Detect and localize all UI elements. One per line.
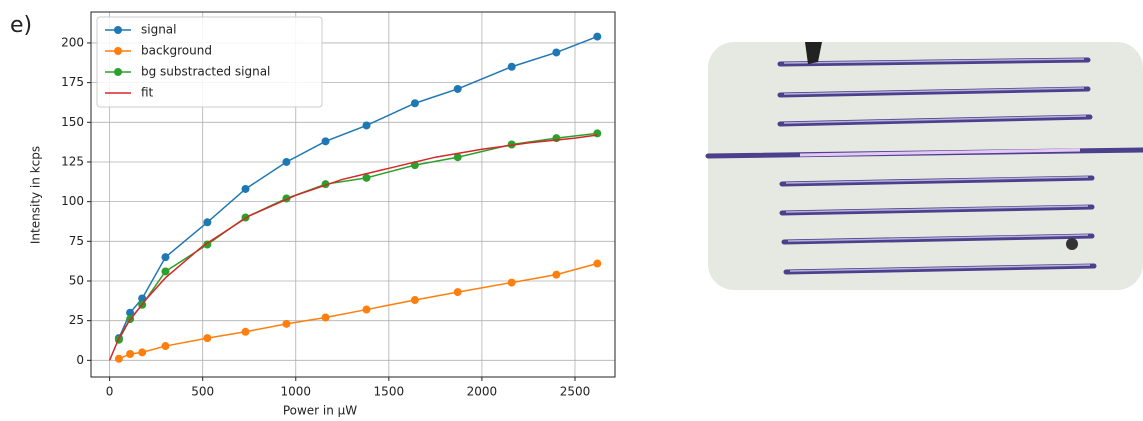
legend-label: background <box>141 44 212 58</box>
x-tick-label: 1500 <box>374 385 405 399</box>
data-point <box>321 137 330 146</box>
data-point <box>552 270 561 279</box>
legend-label: signal <box>141 23 177 37</box>
data-point <box>126 349 135 358</box>
legend-label: bg substracted signal <box>141 65 270 79</box>
data-point <box>161 342 170 351</box>
data-point <box>552 48 561 57</box>
y-tick-label: 125 <box>61 154 84 168</box>
data-point <box>321 313 330 322</box>
series-line <box>108 134 598 361</box>
legend-marker <box>114 26 122 34</box>
y-tick-label: 150 <box>61 115 84 129</box>
data-point <box>241 327 250 336</box>
legend: signal background bg substracted signal fit <box>96 16 323 108</box>
x-tick-label: 500 <box>191 385 214 399</box>
y-tick-label: 200 <box>61 35 84 49</box>
data-point <box>362 121 371 130</box>
series-line <box>118 262 598 360</box>
legend-box <box>96 16 323 108</box>
data-point <box>126 308 135 317</box>
x-tick-label: 0 <box>106 385 114 399</box>
data-point <box>507 278 516 287</box>
photo-debris <box>1066 238 1078 250</box>
y-tick-label: 50 <box>69 273 84 287</box>
data-point <box>593 129 602 138</box>
data-point <box>114 354 123 363</box>
data-point <box>362 305 371 314</box>
y-tick-label: 100 <box>61 194 84 208</box>
axes-frame <box>90 11 616 378</box>
legend-label: fit <box>141 86 154 100</box>
data-point <box>453 288 462 297</box>
photo-debris <box>805 42 822 64</box>
data-point <box>410 99 419 108</box>
series-line <box>118 35 598 339</box>
y-tick-label: 0 <box>76 353 84 367</box>
data-point <box>593 32 602 41</box>
data-point <box>282 319 291 328</box>
data-point <box>161 253 170 262</box>
y-tick-label: 75 <box>69 234 84 248</box>
plot-area: 0 500 1000 1500 2000 2500 0 25 50 75 100 125 150 175 2… <box>61 12 615 399</box>
data-point <box>410 296 419 305</box>
data-point <box>453 84 462 93</box>
photo-background <box>708 42 1143 290</box>
panel-label: e) <box>10 13 32 38</box>
x-axis-label: Power in μW <box>283 404 357 418</box>
data-point <box>507 62 516 71</box>
data-point <box>593 259 602 268</box>
x-tick-label: 2000 <box>467 385 498 399</box>
data-point <box>241 184 250 193</box>
data-point <box>453 153 462 162</box>
data-point <box>138 348 147 357</box>
legend-marker <box>114 47 122 55</box>
x-tick-label: 2500 <box>560 385 591 399</box>
data-point <box>203 218 212 227</box>
y-tick-label: 25 <box>69 313 84 327</box>
y-tick-label: 175 <box>61 75 84 89</box>
data-point <box>282 157 291 166</box>
photo <box>705 42 1143 290</box>
data-point <box>138 294 147 303</box>
x-tick-label: 1000 <box>280 385 311 399</box>
legend-marker <box>114 68 122 76</box>
photo-highlights <box>783 58 1091 272</box>
data-point <box>203 334 212 343</box>
data-point <box>161 267 170 276</box>
data-point <box>362 173 371 182</box>
y-axis-label: Intensity in kcps <box>29 146 43 244</box>
